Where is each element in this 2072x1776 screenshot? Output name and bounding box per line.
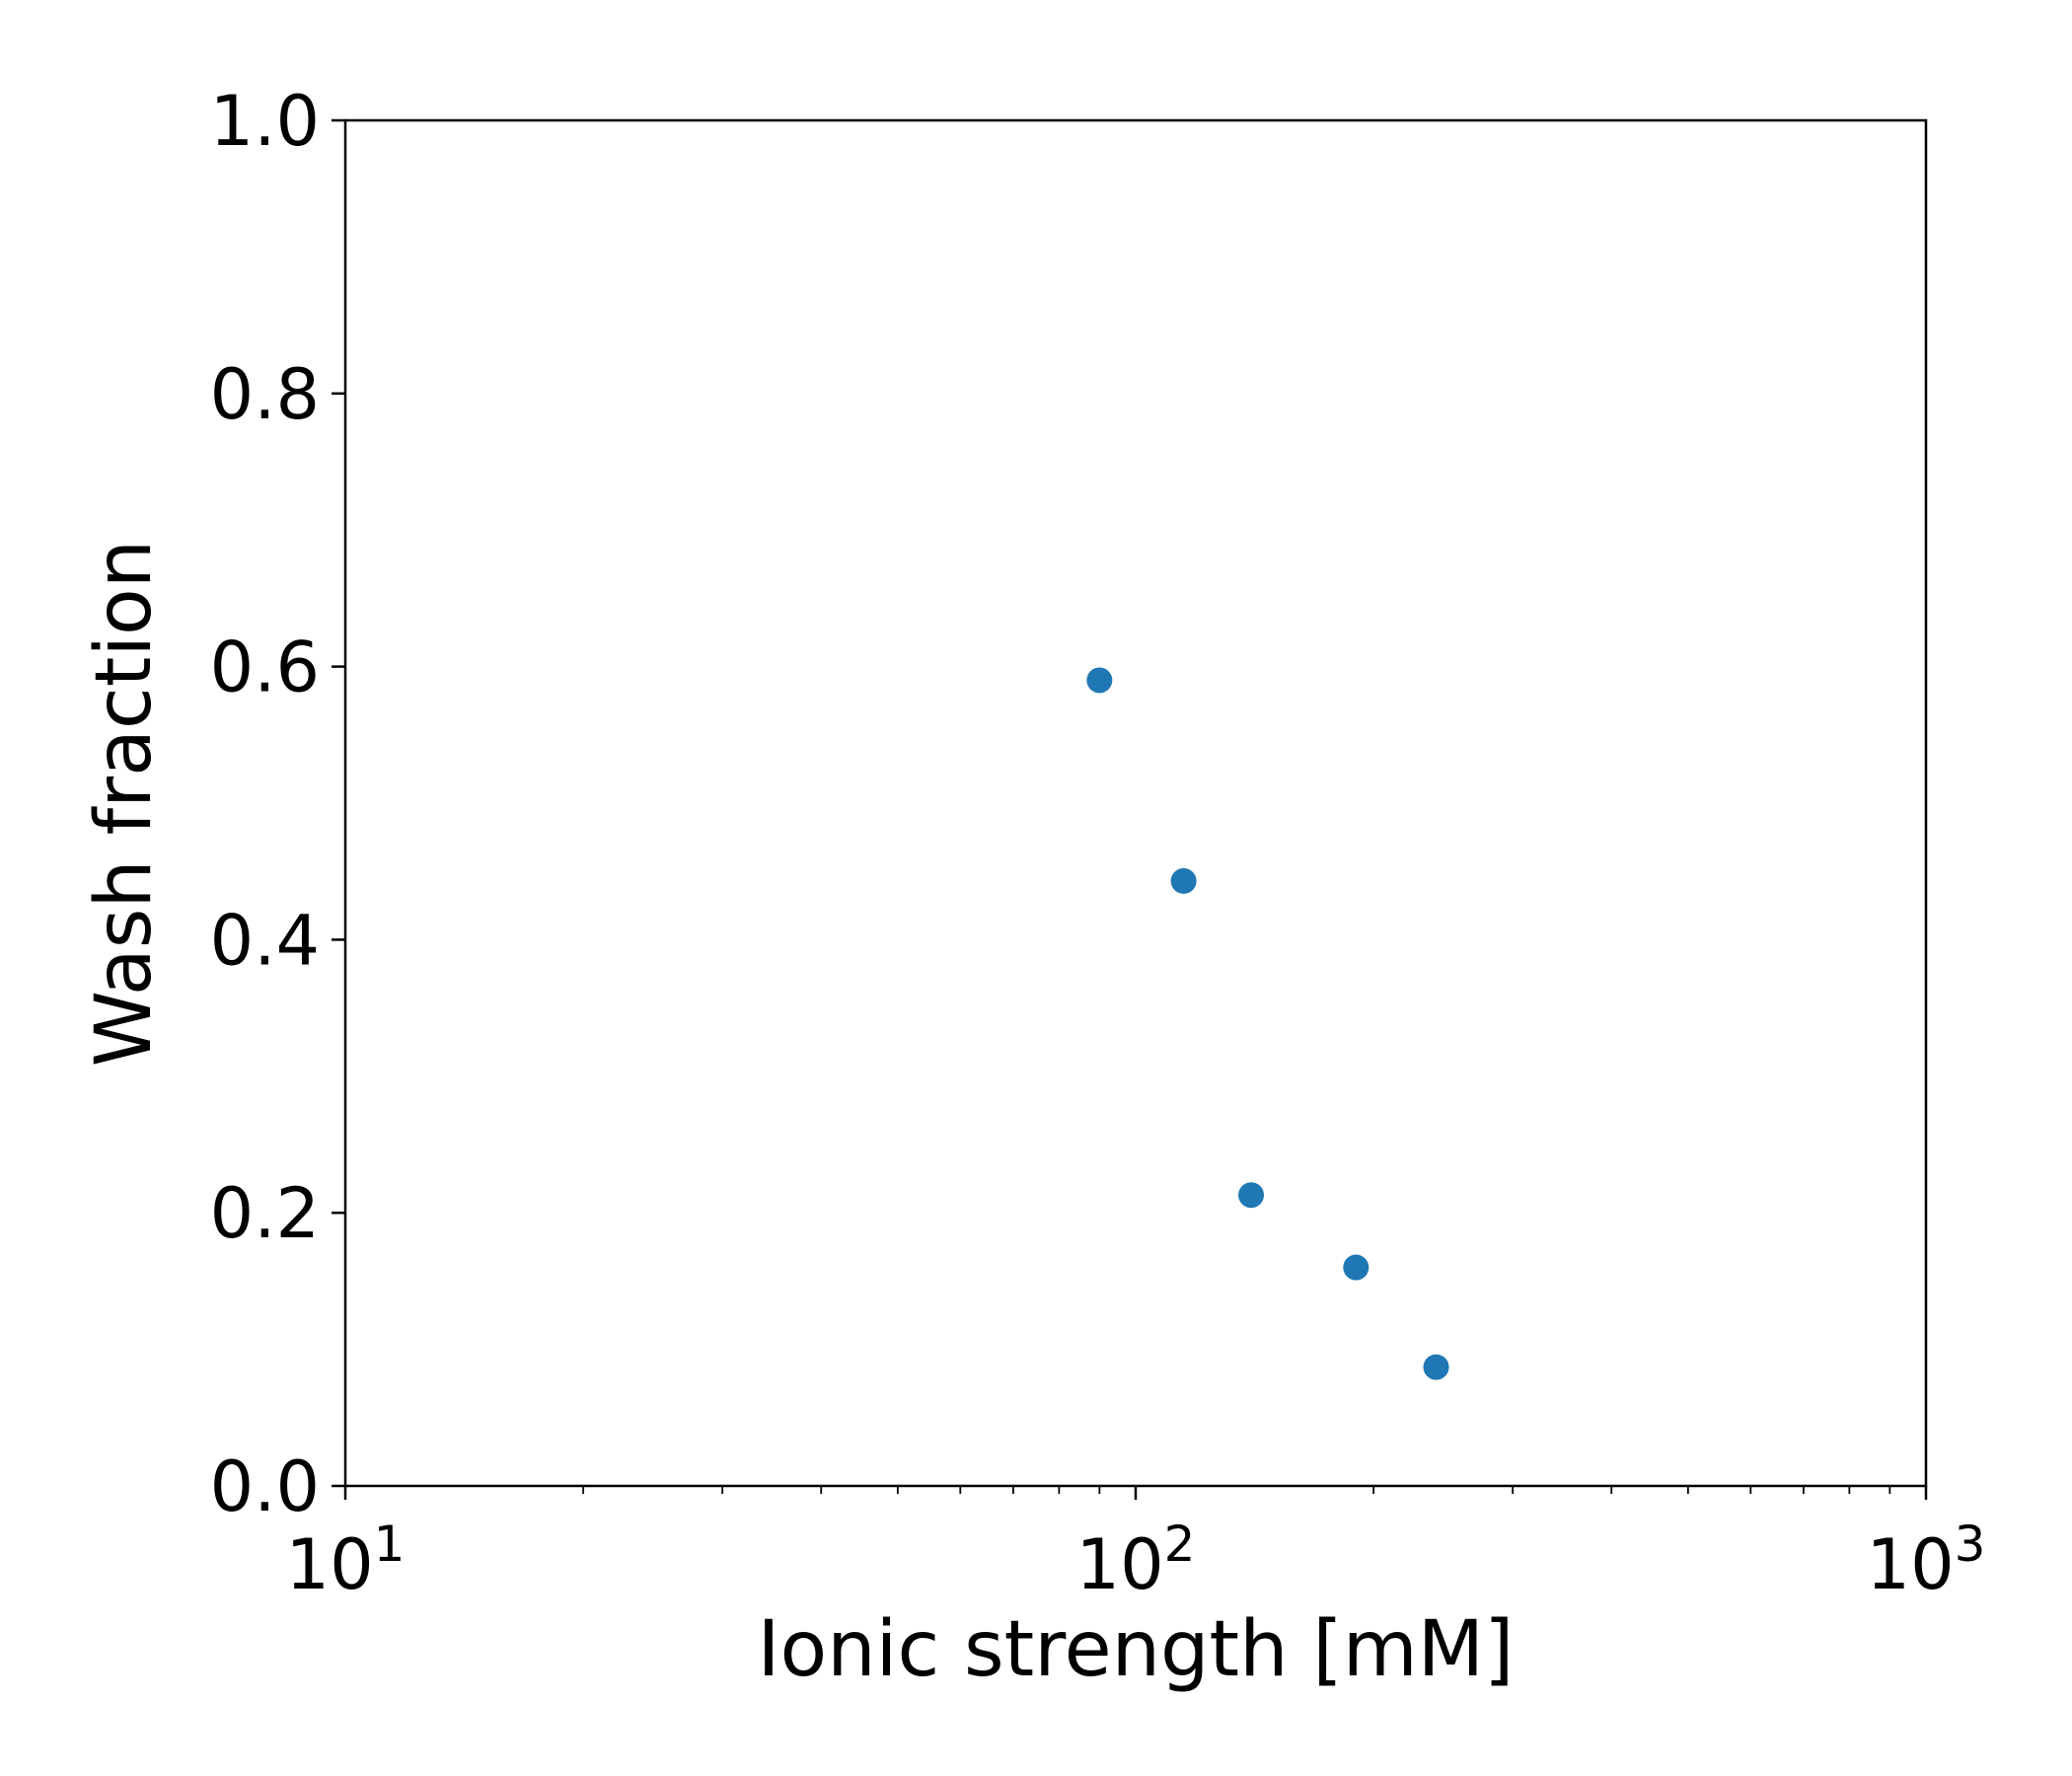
y-tick-label: 0.8 (210, 354, 320, 435)
x-tick-label: 102 (1076, 1516, 1196, 1605)
y-tick-label: 0.2 (210, 1173, 320, 1254)
data-points (1086, 667, 1449, 1380)
axes-frame (343, 118, 1928, 1488)
data-point (1170, 867, 1197, 894)
y-axis-title: Wash fraction (80, 540, 169, 1067)
x-tick-label: 101 (286, 1516, 406, 1605)
y-tick-label: 0.0 (210, 1446, 320, 1527)
x-axis-title: Ionic strength [mM] (758, 1605, 1515, 1694)
plot-area (345, 120, 1926, 1486)
y-axis: 0.0 0.2 0.4 0.6 0.8 1.0 (210, 81, 345, 1527)
x-tick-label: 103 (1867, 1516, 1986, 1605)
data-point (1238, 1182, 1265, 1209)
data-point (1423, 1354, 1449, 1380)
data-point (1343, 1254, 1369, 1281)
x-axis: 101 102 103 (286, 1486, 1986, 1605)
data-point (1086, 667, 1113, 694)
y-tick-label: 0.6 (210, 628, 320, 708)
y-tick-label: 1.0 (210, 81, 320, 162)
y-tick-label: 0.4 (210, 900, 320, 981)
